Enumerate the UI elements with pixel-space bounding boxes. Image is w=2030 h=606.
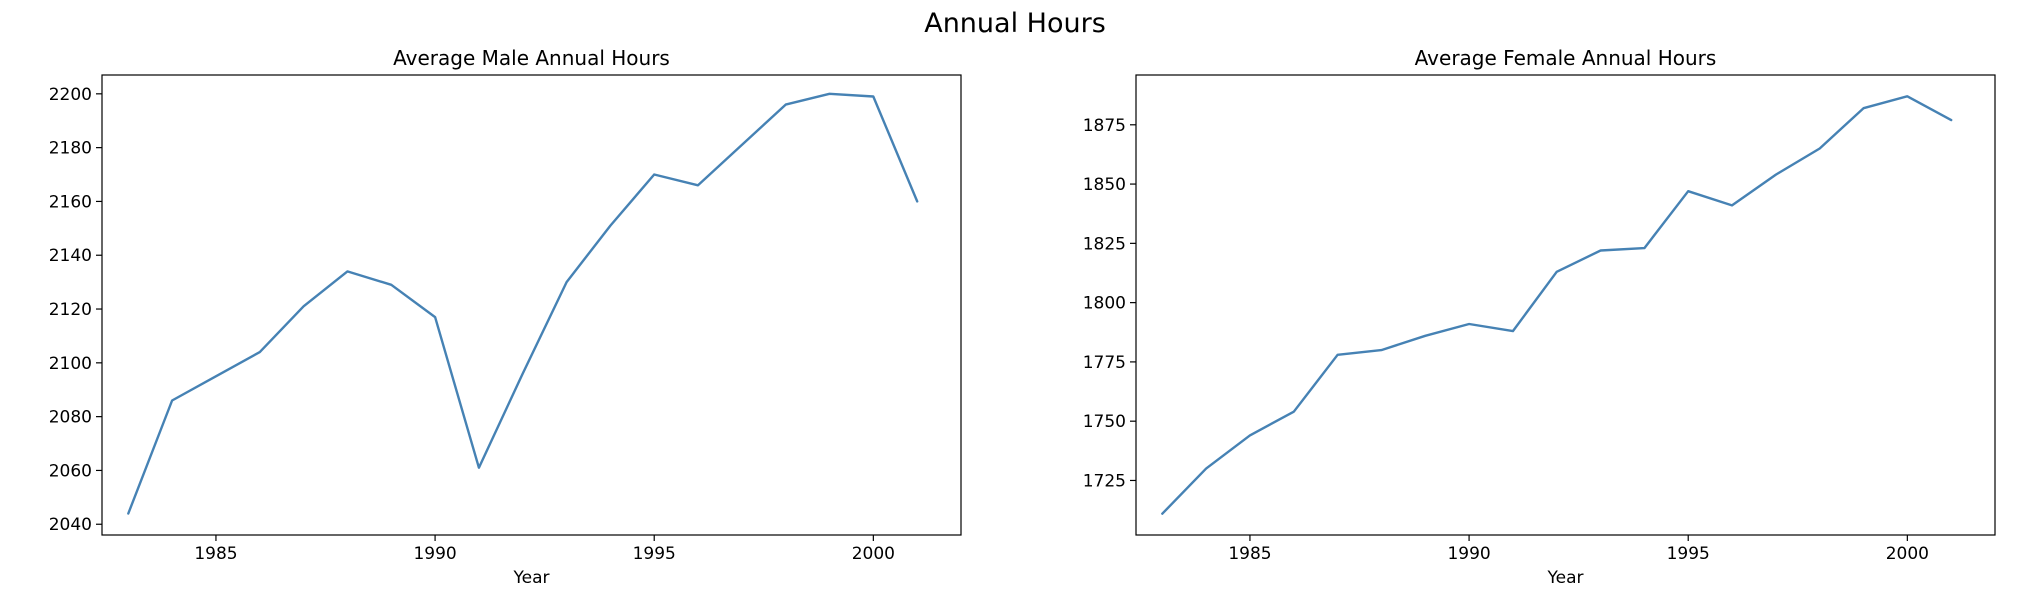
female-series-line [1161,95,1953,515]
female-y-tick-label: 1800 [1083,294,1126,314]
female-x-tick-label: 1990 [1447,544,1490,564]
figure-title: Annual Hours [924,8,1106,39]
male-x-tick-label: 1995 [633,544,676,564]
female-y-tick-label: 1725 [1083,471,1126,491]
male-x-axis-label: Year [513,568,550,588]
male-x-tick-label: 2000 [852,544,895,564]
male-y-tick-label: 2200 [49,85,92,105]
male-chart-title: Average Male Annual Hours [393,46,670,70]
male-series-line [127,92,919,515]
male-x-tick-label: 1985 [194,544,237,564]
female-x-tick-label: 1995 [1667,544,1710,564]
male-y-tick-label: 2040 [49,515,92,535]
male-y-tick-label: 2160 [49,192,92,212]
female-y-tick-label: 1875 [1083,116,1126,136]
female-axes-frame [1135,74,1996,536]
female-y-tick-label: 1750 [1083,412,1126,432]
male-y-tick-label: 2060 [49,461,92,481]
male-x-tick-label: 1990 [413,544,456,564]
female-y-tick-label: 1825 [1083,234,1126,254]
female-x-axis-label: Year [1547,568,1584,588]
female-x-tick-label: 1985 [1228,544,1271,564]
female-x-tick-label: 2000 [1886,544,1929,564]
male-y-tick-label: 2180 [49,139,92,159]
male-y-tick-label: 2120 [49,300,92,320]
female-y-tick-label: 1850 [1083,175,1126,195]
male-y-tick-label: 2080 [49,408,92,428]
female-chart-title: Average Female Annual Hours [1415,46,1717,70]
male-y-tick-label: 2140 [49,246,92,266]
female-y-tick-label: 1775 [1083,353,1126,373]
male-y-tick-label: 2100 [49,354,92,374]
male-axes-frame [101,74,962,536]
